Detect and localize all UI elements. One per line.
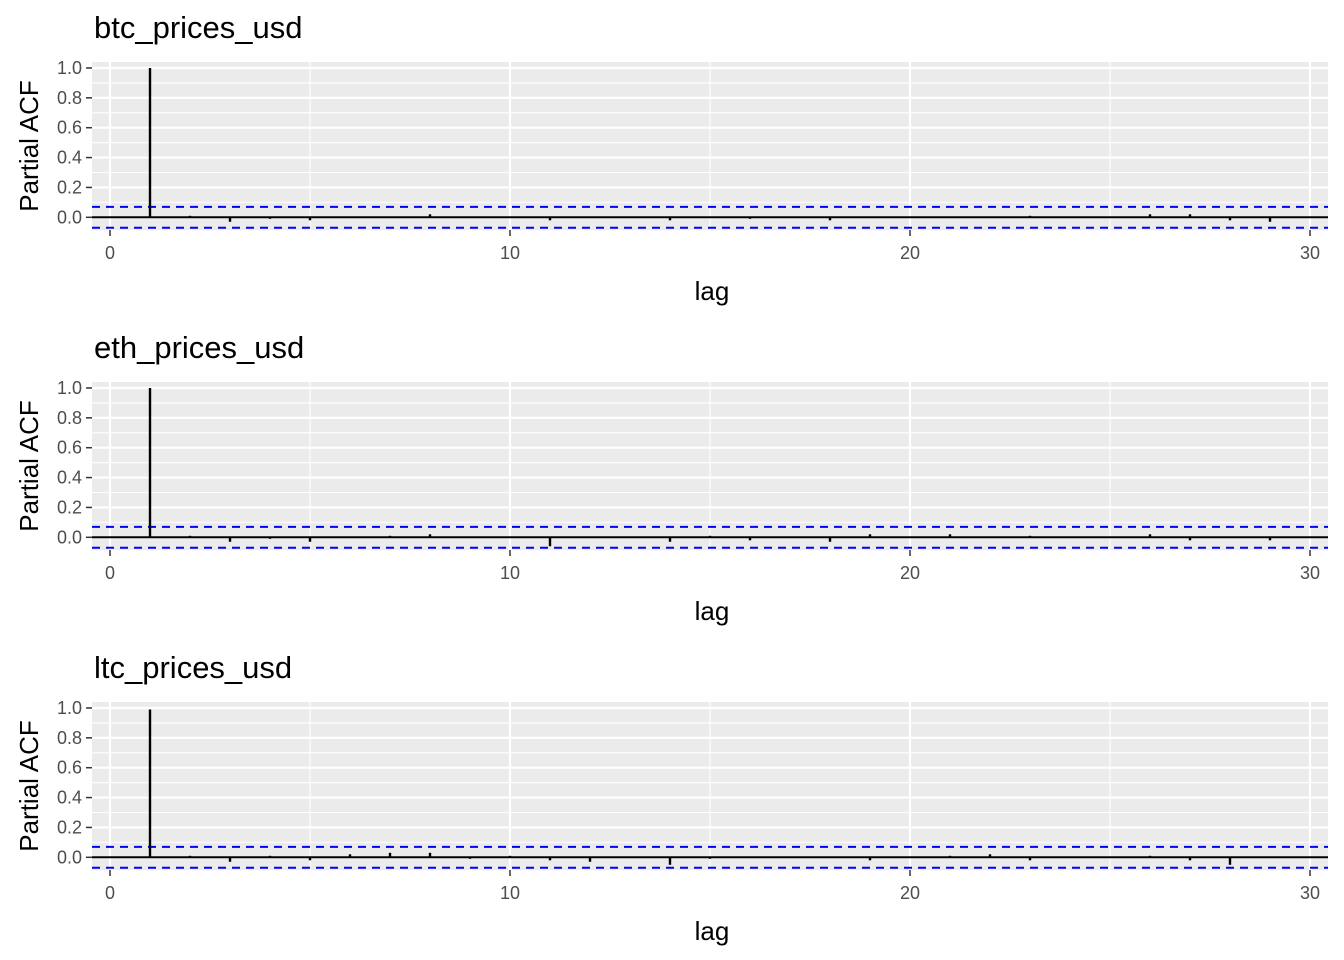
chart-title: ltc_prices_usd — [94, 650, 292, 685]
y-tick-label: 0.8 — [57, 728, 82, 748]
y-tick-label: 0.0 — [57, 527, 82, 547]
y-tick-label: 0.0 — [57, 847, 82, 867]
pacf-panel-2: ltc_prices_usd 0.0 0.2 0.4 0.6 0.8 1.0 0 10 20 30 l… — [14, 650, 1328, 946]
y-tick-label: 0.2 — [57, 817, 82, 837]
x-tick-label: 20 — [900, 243, 920, 263]
y-tick-label: 1.0 — [57, 58, 82, 78]
y-tick-label: 0.4 — [57, 788, 82, 808]
x-axis-title: lag — [695, 596, 730, 626]
pacf-panel-0: btc_prices_usd 0.0 0.2 0.4 0.6 0.8 1.0 0 10 20 30 l… — [14, 10, 1328, 306]
x-tick-label: 20 — [900, 563, 920, 583]
y-axis-title: Partial ACF — [14, 400, 44, 532]
x-tick-label: 30 — [1300, 243, 1320, 263]
x-tick-label: 10 — [500, 883, 520, 903]
y-tick-label: 0.8 — [57, 88, 82, 108]
y-tick-label: 0.8 — [57, 408, 82, 428]
chart-title: eth_prices_usd — [94, 330, 304, 365]
chart-title: btc_prices_usd — [94, 10, 303, 45]
y-tick-label: 0.0 — [57, 207, 82, 227]
y-tick-label: 0.6 — [57, 118, 82, 138]
x-tick-label: 20 — [900, 883, 920, 903]
y-axis-title: Partial ACF — [14, 720, 44, 852]
x-tick-label: 0 — [105, 563, 115, 583]
y-tick-label: 0.4 — [57, 148, 82, 168]
y-tick-label: 0.2 — [57, 497, 82, 517]
y-tick-label: 1.0 — [57, 378, 82, 398]
x-tick-label: 10 — [500, 563, 520, 583]
x-tick-label: 0 — [105, 243, 115, 263]
y-tick-label: 1.0 — [57, 698, 82, 718]
x-tick-label: 10 — [500, 243, 520, 263]
x-tick-label: 30 — [1300, 563, 1320, 583]
y-axis-title: Partial ACF — [14, 80, 44, 212]
y-tick-label: 0.6 — [57, 758, 82, 778]
x-axis-title: lag — [695, 916, 730, 946]
x-axis-title: lag — [695, 276, 730, 306]
x-tick-label: 0 — [105, 883, 115, 903]
x-tick-label: 30 — [1300, 883, 1320, 903]
y-tick-label: 0.6 — [57, 438, 82, 458]
y-tick-label: 0.4 — [57, 468, 82, 488]
pacf-panel-1: eth_prices_usd 0.0 0.2 0.4 0.6 0.8 1.0 0 10 20 30 l… — [14, 330, 1328, 626]
y-tick-label: 0.2 — [57, 177, 82, 197]
